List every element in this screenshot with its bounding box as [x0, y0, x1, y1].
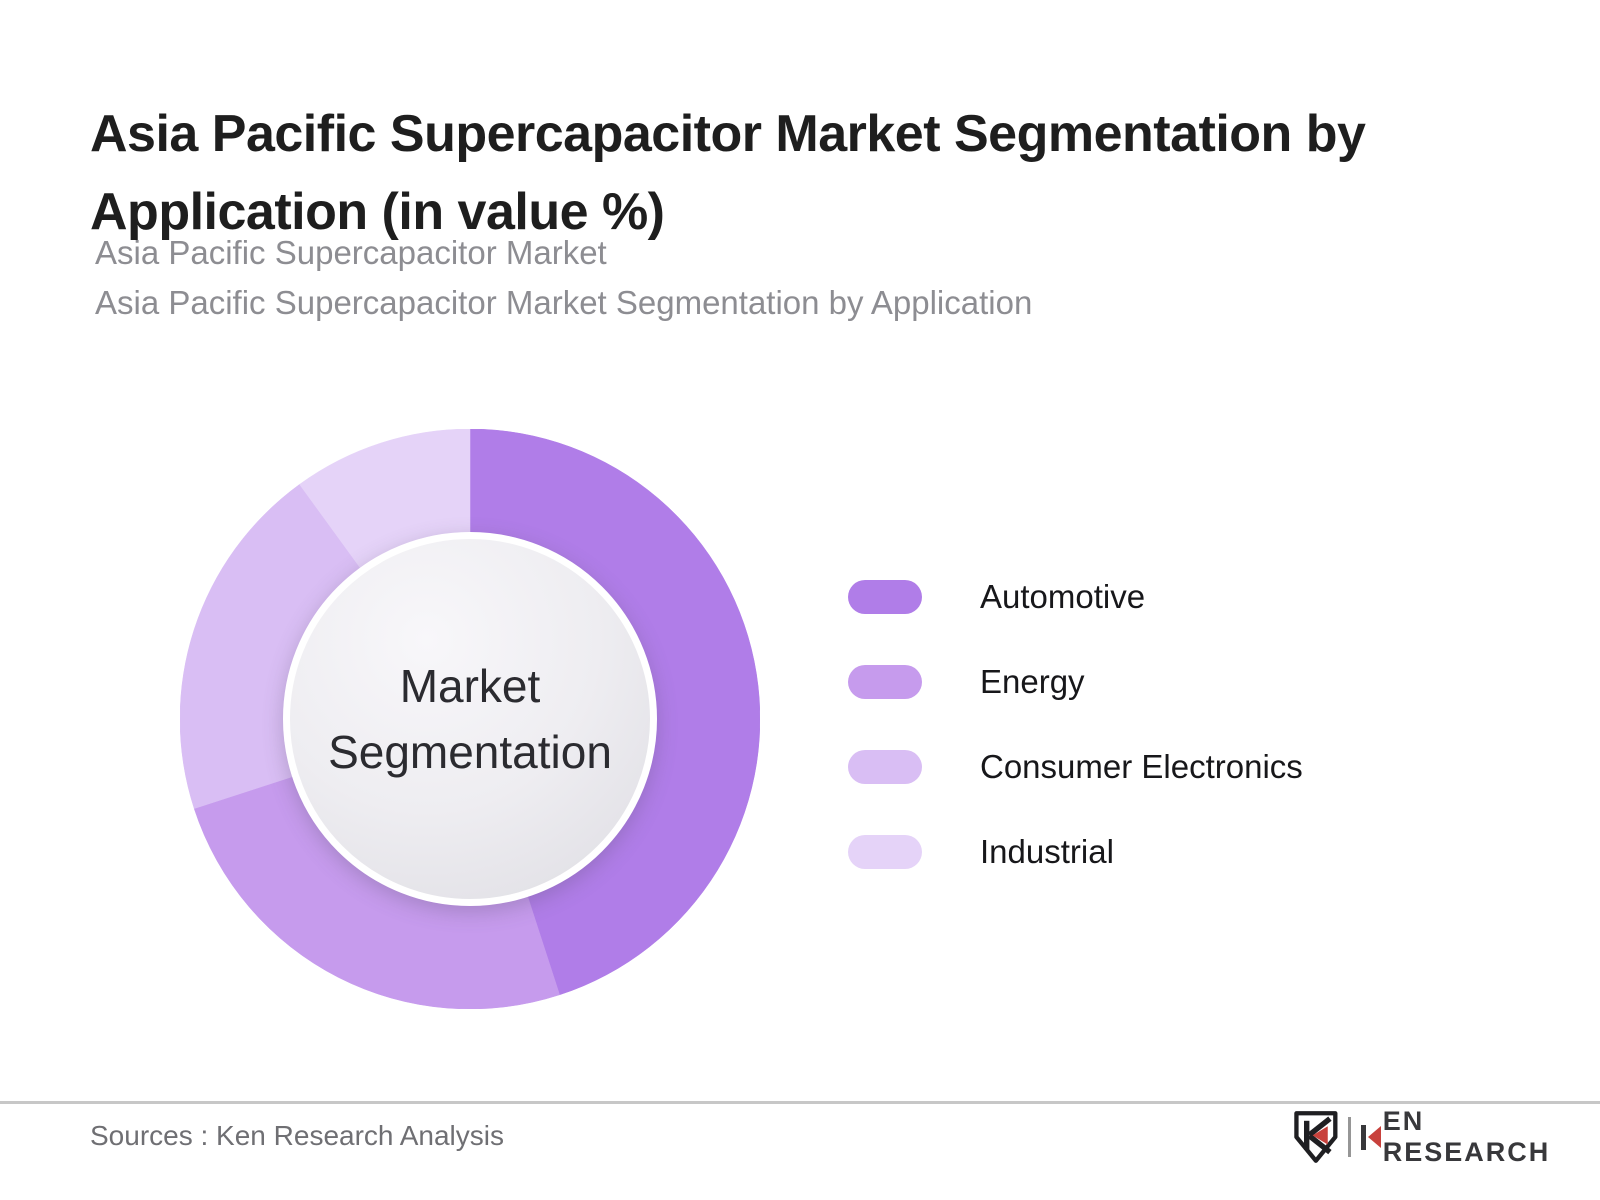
source-text: Sources : Ken Research Analysis	[90, 1120, 504, 1151]
legend-item-automotive: Automotive	[848, 578, 1303, 615]
subtitle-line-2: Asia Pacific Supercapacitor Market Segme…	[95, 284, 1033, 321]
legend-item-energy: Energy	[848, 663, 1303, 700]
legend-label-energy: Energy	[980, 663, 1085, 700]
legend-item-industrial: Industrial	[848, 833, 1303, 870]
donut-chart: Market Segmentation	[180, 429, 760, 1009]
ken-research-shield-icon	[1294, 1111, 1338, 1163]
donut-center-label-line-1: Market	[399, 660, 541, 712]
legend-swatch-industrial	[848, 835, 922, 869]
legend-label-consumer-electronics: Consumer Electronics	[980, 748, 1303, 785]
page-title-line-1: Asia Pacific Supercapacitor Market Segme…	[90, 104, 1366, 163]
ken-research-logo: EN RESEARCH	[1292, 1106, 1600, 1167]
legend-label-automotive: Automotive	[980, 578, 1146, 615]
brand-wordmark: EN RESEARCH	[1360, 1106, 1600, 1168]
chart-legend: Automotive Energy Consumer Electronics I…	[848, 578, 1303, 870]
subtitle-line-1: Asia Pacific Supercapacitor Market	[95, 234, 607, 271]
legend-swatch-consumer-electronics	[848, 750, 922, 784]
legend-swatch-automotive	[848, 580, 922, 614]
page-title-line-2: Application (in value %)	[90, 182, 665, 241]
brand-k-stem	[1360, 1124, 1366, 1150]
page-title: Asia Pacific Supercapacitor Market Segme…	[90, 95, 1410, 251]
legend-item-consumer-electronics: Consumer Electronics	[848, 748, 1303, 785]
logo-separator	[1347, 1117, 1351, 1157]
legend-swatch-energy	[848, 665, 922, 699]
brand-wordmark-rest: EN RESEARCH	[1382, 1106, 1551, 1167]
footer-divider	[0, 1101, 1600, 1104]
donut-center-label-line-2: Segmentation	[328, 726, 612, 778]
legend-label-industrial: Industrial	[980, 833, 1114, 870]
brand-k-triangle-icon	[1367, 1126, 1381, 1148]
donut-center: Market Segmentation	[283, 532, 657, 906]
subtitle: Asia Pacific Supercapacitor Market Asia …	[95, 228, 1032, 328]
